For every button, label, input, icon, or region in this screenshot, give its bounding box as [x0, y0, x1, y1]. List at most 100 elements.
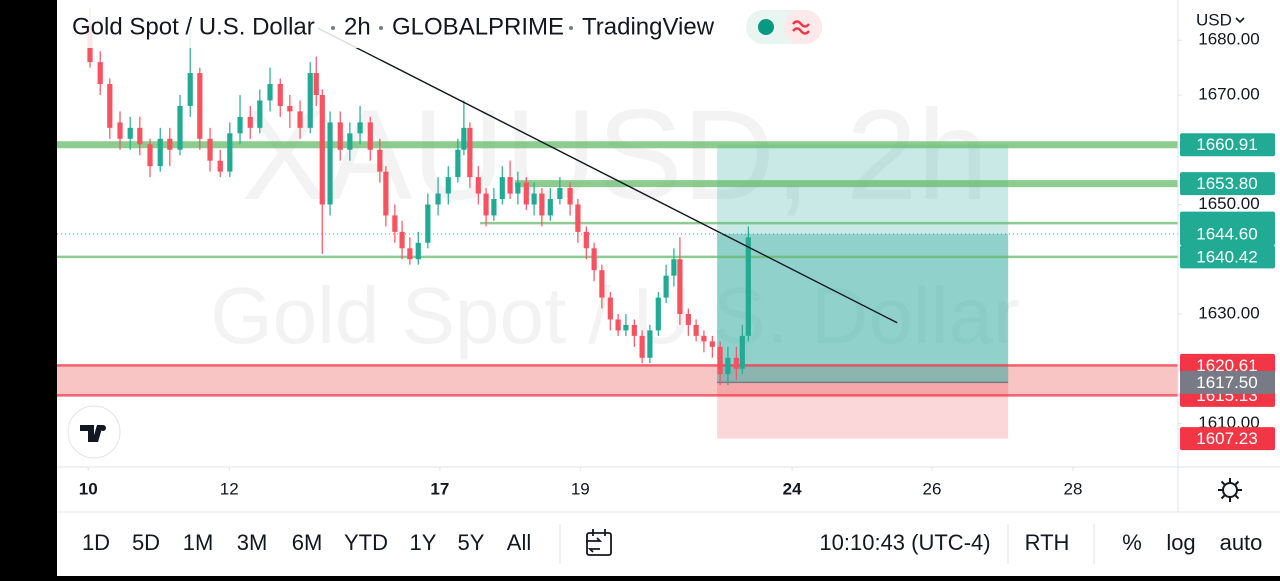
candle	[663, 264, 669, 304]
session-button[interactable]: RTH	[1025, 530, 1070, 555]
candle	[117, 111, 123, 150]
range-button[interactable]: 6M	[292, 530, 323, 555]
candle-body	[709, 341, 715, 347]
level-tag	[1180, 172, 1275, 196]
percent-button[interactable]: %	[1122, 530, 1142, 555]
x-tick-label: 26	[922, 479, 941, 498]
log-button[interactable]: log	[1166, 530, 1195, 555]
candle-body	[377, 149, 383, 172]
current-price-label: 1644.60	[1196, 225, 1257, 244]
candle-body	[523, 182, 529, 205]
candle	[575, 199, 581, 243]
range-button[interactable]: 5Y	[458, 530, 485, 555]
symbol-title[interactable]: Gold Spot / U.S. Dollar	[72, 13, 315, 40]
candle-body	[655, 297, 661, 331]
candle	[499, 166, 505, 205]
x-tick-label: 10	[79, 479, 98, 498]
candle-body	[287, 105, 293, 112]
candle	[491, 188, 497, 221]
compare-date-button[interactable]	[586, 529, 612, 556]
candle	[267, 67, 273, 112]
settings-button[interactable]	[1218, 478, 1242, 502]
logo-dot	[100, 425, 106, 431]
entry-tag	[1180, 370, 1275, 394]
currency-select[interactable]: USD	[1196, 10, 1232, 29]
candle-body	[623, 324, 629, 331]
candle-body	[117, 122, 123, 139]
candle	[415, 231, 421, 265]
y-tick-label: 1670.00	[1198, 84, 1259, 103]
candle-body	[313, 73, 319, 95]
candle	[227, 122, 233, 178]
candle	[615, 313, 621, 336]
candle	[671, 248, 677, 287]
candle-body	[693, 324, 699, 336]
candle	[277, 78, 283, 117]
tv-logo[interactable]	[67, 405, 121, 459]
candle-body	[197, 73, 203, 139]
interval[interactable]: 2h	[344, 13, 371, 40]
calendar-icon-detail	[586, 529, 606, 553]
gear-teeth	[1218, 478, 1242, 502]
candle-body	[591, 248, 597, 271]
clock[interactable]: 10:10:43 (UTC-4)	[819, 530, 990, 555]
x-tick-label: 17	[430, 479, 449, 498]
x-tick-label: 19	[571, 479, 590, 498]
candle	[583, 226, 589, 260]
candle-body	[177, 105, 183, 150]
candle	[319, 89, 325, 254]
candle	[147, 138, 153, 178]
candle-body	[357, 122, 363, 134]
candle-body	[539, 193, 545, 216]
candle-body	[399, 231, 405, 249]
candle	[607, 292, 613, 331]
candle	[247, 105, 253, 139]
support-zone	[57, 365, 1178, 396]
candle-body	[383, 171, 389, 216]
candle	[435, 177, 441, 216]
candle	[217, 149, 223, 178]
candle	[623, 313, 629, 336]
range-button[interactable]: All	[507, 530, 531, 555]
candle	[157, 127, 163, 172]
range-button[interactable]: 3M	[237, 530, 268, 555]
candle-body	[615, 319, 621, 331]
left-edge	[0, 0, 57, 576]
candle	[475, 166, 481, 205]
watermark-symbol: XAUUSD, 2h	[242, 84, 989, 227]
candle	[531, 182, 537, 216]
candle	[167, 127, 173, 167]
candle	[377, 138, 383, 183]
exchange: GLOBALPRIME	[392, 13, 564, 40]
range-button[interactable]: 5D	[132, 530, 160, 555]
y-tick-label: 1650.00	[1198, 194, 1259, 213]
candle-body	[507, 177, 513, 194]
candle	[287, 94, 293, 128]
separator	[569, 26, 573, 30]
range-button[interactable]: 1D	[82, 530, 110, 555]
candle	[445, 166, 451, 205]
candle-body	[745, 237, 751, 336]
candle-body	[257, 100, 263, 128]
y-tick-label: 1630.00	[1198, 303, 1259, 322]
candle	[745, 226, 751, 342]
candle	[539, 188, 545, 227]
candle	[383, 166, 389, 227]
candle-body	[733, 357, 739, 369]
auto-button[interactable]: auto	[1220, 530, 1263, 555]
candle-body	[739, 335, 745, 369]
candle	[467, 122, 473, 189]
candle-body	[425, 204, 431, 243]
candle	[399, 220, 405, 260]
candle-body	[327, 122, 333, 205]
range-button[interactable]: 1Y	[410, 530, 437, 555]
candle	[523, 177, 529, 210]
candle-body	[575, 204, 581, 232]
range-button[interactable]: 1M	[183, 530, 214, 555]
data-delay-icon	[792, 20, 810, 35]
current-price-tag	[1180, 222, 1275, 246]
range-button[interactable]: YTD	[344, 530, 388, 555]
candle	[647, 324, 653, 364]
